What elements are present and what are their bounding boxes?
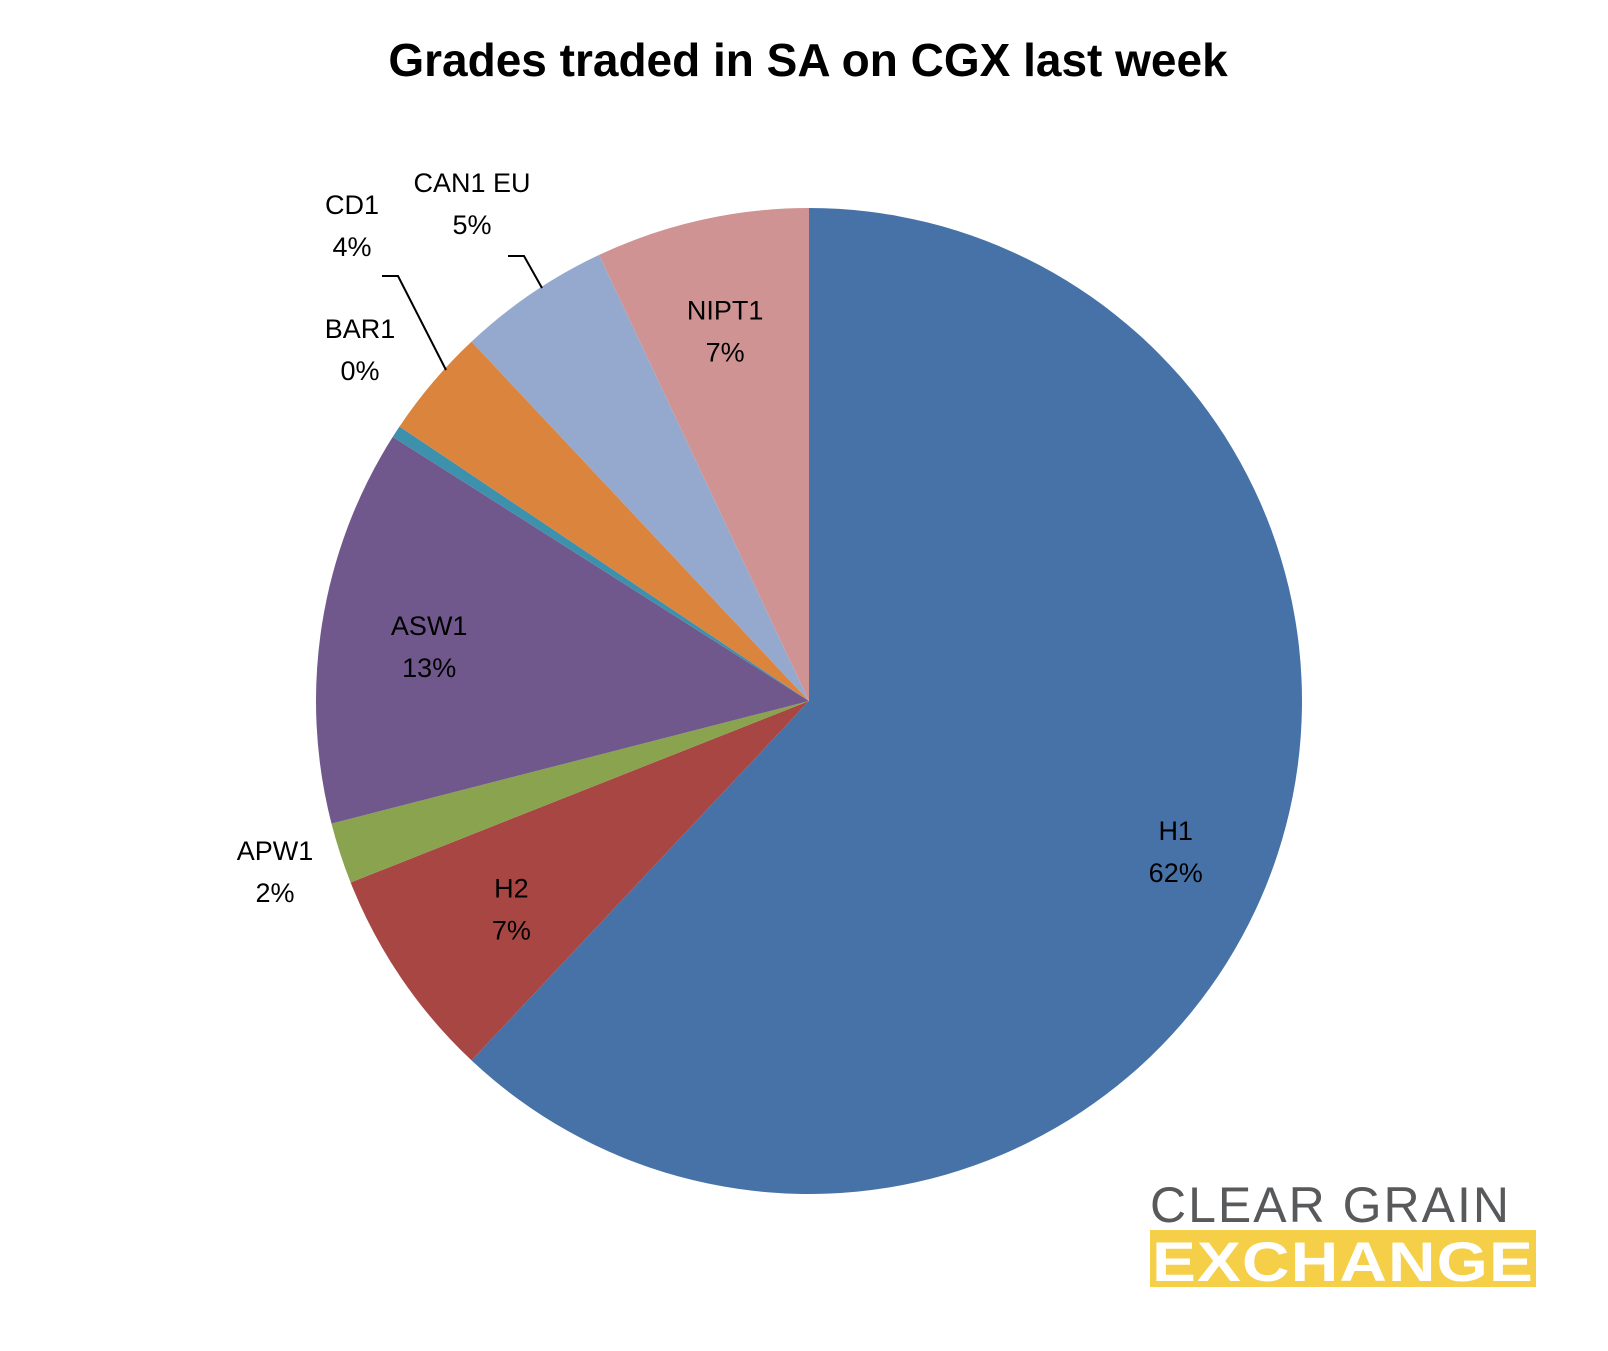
logo-band — [1150, 1230, 1536, 1287]
pie-slice-h2 — [350, 701, 809, 1061]
slice-label-percent: 13% — [402, 653, 456, 683]
pie-slice-cd1 — [399, 341, 809, 701]
slice-label-name: NIPT1 — [687, 296, 764, 326]
slice-label-name: H2 — [494, 873, 529, 903]
logo-line2: EXCHANGE — [1152, 1230, 1534, 1293]
slice-label-percent: 4% — [332, 232, 371, 262]
pie-slice-can1-eu — [471, 254, 809, 701]
pie-slice-bar1 — [392, 426, 809, 701]
slice-label-percent: 2% — [255, 878, 294, 908]
chart-title: Grades traded in SA on CGX last week — [388, 34, 1228, 86]
slice-label-percent: 7% — [706, 338, 745, 368]
slice-label-name: CD1 — [325, 190, 379, 220]
pie-slices — [315, 208, 1303, 1194]
pie-slice-h1 — [471, 208, 1303, 1194]
leader-lines — [382, 255, 543, 371]
slice-label-name: CAN1 EU — [413, 168, 530, 198]
slice-labels: H1 62% H2 7% APW1 2% ASW1 13% BAR1 0% CD1 4% CAN1 EU… — [237, 168, 1203, 945]
slice-label-percent: 62% — [1149, 858, 1203, 888]
pie-slice-asw1 — [315, 436, 809, 824]
slice-label-name: H1 — [1158, 816, 1193, 846]
slice-label-percent: 0% — [340, 356, 379, 386]
pie-slice-apw1 — [331, 701, 809, 883]
slice-label-name: ASW1 — [391, 611, 468, 641]
leader-line-can1-eu — [508, 255, 543, 289]
slice-label-percent: 5% — [452, 210, 491, 240]
pie-slice-nipt1 — [599, 208, 809, 701]
leader-line-cd1 — [382, 275, 447, 371]
slice-label-percent: 7% — [492, 915, 531, 945]
logo-line1: CLEAR GRAIN — [1150, 1177, 1511, 1233]
clear-grain-exchange-logo: CLEAR GRAIN EXCHANGE — [1150, 1177, 1536, 1293]
slice-label-name: APW1 — [237, 836, 314, 866]
slice-label-name: BAR1 — [325, 314, 396, 344]
